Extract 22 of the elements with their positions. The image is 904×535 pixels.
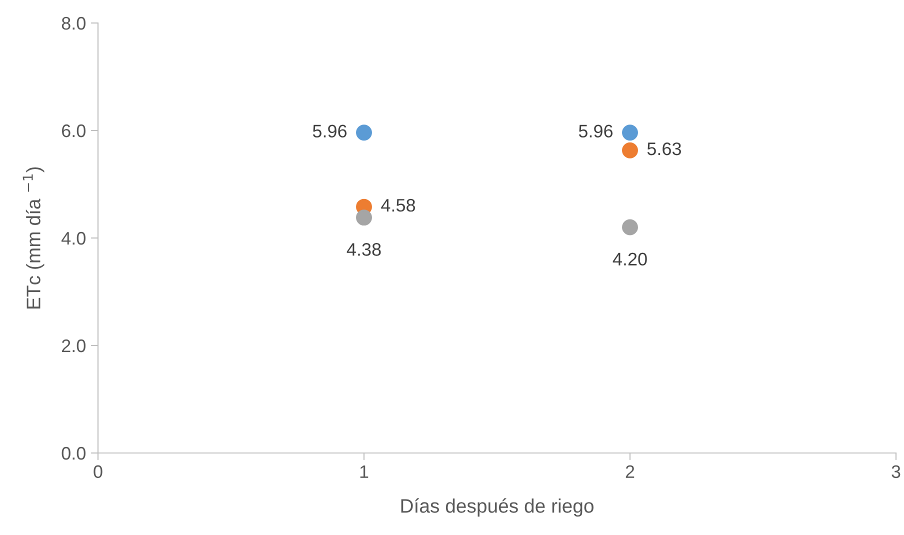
data-label: 4.20 bbox=[612, 252, 647, 266]
x-tick-label: 1 bbox=[360, 465, 368, 478]
y-axis-title: ETc (mm día $^{−1}$) bbox=[22, 167, 44, 308]
point bbox=[356, 124, 372, 141]
point bbox=[622, 142, 638, 158]
y-tick-label: 8.0 bbox=[62, 16, 86, 30]
y-tick-label: 0.0 bbox=[62, 446, 86, 460]
data-label: 5.96 bbox=[312, 124, 347, 138]
data-label: 5.96 bbox=[578, 124, 613, 138]
data-label: 4.58 bbox=[381, 198, 416, 212]
point bbox=[622, 219, 638, 236]
x-tick-label: 2 bbox=[626, 465, 634, 478]
x-tick-label: 3 bbox=[892, 465, 900, 478]
y-tick-label: 6.0 bbox=[62, 124, 86, 138]
y-tick-label: 4.0 bbox=[62, 232, 86, 245]
y-tick-label: 2.0 bbox=[62, 339, 86, 352]
point bbox=[356, 210, 372, 226]
x-tick-label: 0 bbox=[94, 465, 102, 478]
data-label: 5.63 bbox=[647, 142, 682, 156]
data-label: 4.38 bbox=[346, 243, 381, 256]
x-axis-title: Días después de riego bbox=[401, 498, 594, 517]
point bbox=[622, 124, 638, 141]
